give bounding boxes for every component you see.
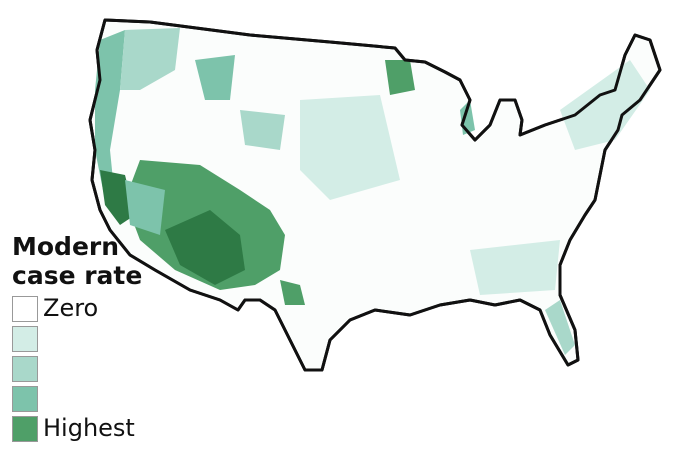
region-northwest: [120, 28, 180, 90]
region-minnesota: [385, 60, 415, 95]
region-southeast: [470, 240, 560, 295]
legend: Modern case rate Zero Highest: [12, 232, 152, 445]
legend-label: Zero: [43, 294, 99, 322]
case-rate-regions: [95, 28, 650, 355]
legend-title-line2: case rate: [12, 261, 143, 290]
region-midwest: [300, 95, 400, 200]
region-southwest-dark: [165, 210, 245, 285]
legend-swatch: [12, 386, 38, 412]
region-florida: [545, 300, 575, 355]
legend-item: Zero: [12, 294, 152, 325]
legend-item: [12, 386, 152, 415]
legend-label: Highest: [43, 414, 135, 442]
legend-title: Modern case rate: [12, 232, 152, 290]
region-idaho-montana: [195, 55, 235, 100]
region-texas-west: [280, 280, 305, 305]
legend-swatch: [12, 356, 38, 382]
legend-item: Highest: [12, 414, 152, 445]
legend-swatch: [12, 326, 38, 352]
legend-item: [12, 356, 152, 385]
region-wyoming: [240, 110, 285, 150]
us-border: [88, 18, 662, 372]
legend-item: [12, 326, 152, 355]
legend-swatch: [12, 296, 38, 322]
legend-title-line1: Modern: [12, 232, 120, 261]
region-nevada: [125, 180, 165, 235]
region-northeast: [560, 60, 650, 150]
legend-swatch: [12, 416, 38, 442]
region-pacific-coast: [95, 30, 125, 200]
